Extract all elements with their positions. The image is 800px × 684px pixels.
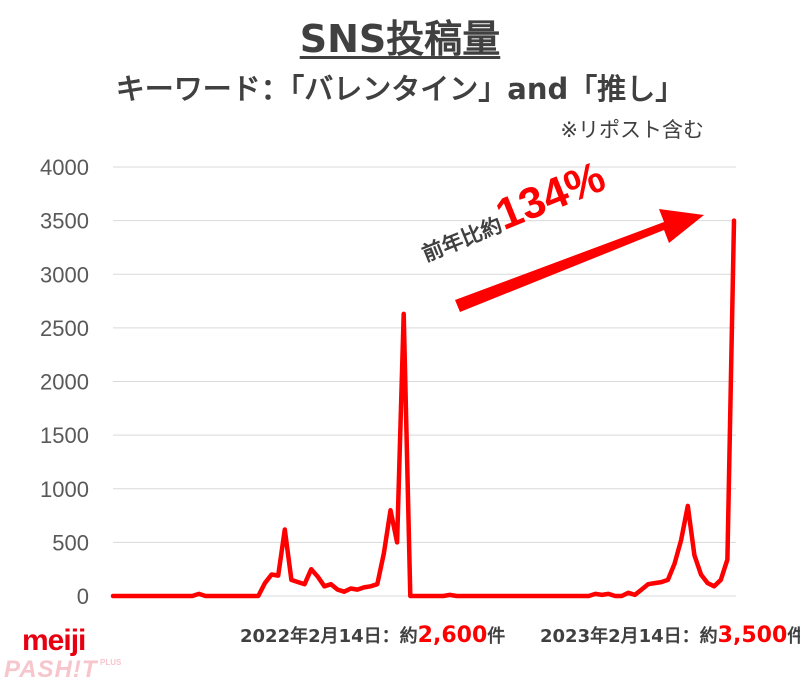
logo-brand: meiji [22,624,86,657]
annotation-2022: 2022年2月14日：約2,600件 [240,622,505,648]
annotation-2022-value: 2,600 [417,623,488,648]
annotation-2023-suffix: 件 [787,626,800,647]
meiji-logo: meiji PASH!T PLUS [4,624,122,683]
y-tick-label: 1500 [40,423,89,448]
y-tick-label: 3000 [40,262,89,287]
annotation-2023-prefix: 2023年2月14日：約 [540,626,718,647]
annotation-2023: 2023年2月14日：約3,500件 [540,622,800,648]
y-tick-label: 1000 [40,477,89,502]
annotation-2022-prefix: 2022年2月14日：約 [240,626,418,647]
series-line [110,218,737,599]
logo-sub: PASH!T [4,656,98,683]
repost-note: ※リポスト含む [560,118,704,142]
y-axis-tick-labels: 0 500 1000 1500 2000 2500 3000 3500 4000 [40,155,89,609]
y-tick-label: 2000 [40,370,89,395]
y-tick-label: 3500 [40,209,89,234]
y-tick-label: 4000 [40,155,89,180]
y-tick-label: 2500 [40,316,89,341]
annotation-2022-suffix: 件 [487,626,506,647]
y-tick-label: 500 [52,530,89,555]
annotation-2023-value: 3,500 [717,623,788,648]
y-tick-label: 0 [77,584,89,609]
chart-title: SNS投稿量 [299,17,501,61]
chart-subtitle: キーワード：「バレンタイン」and「推し」 [115,72,685,106]
growth-arrow [455,209,704,312]
logo-plus: PLUS [100,658,122,667]
